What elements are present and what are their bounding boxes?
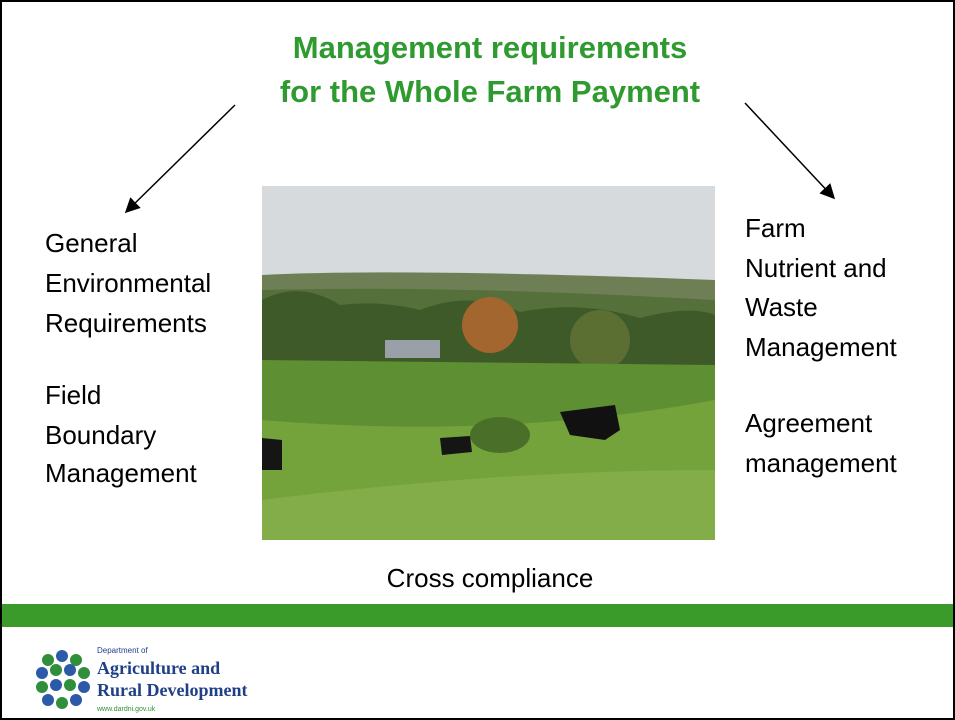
right-text: Nutrient and [745, 253, 887, 283]
logo-name: Rural Development [97, 680, 247, 700]
logo-url: www.dardni.gov.uk [96, 706, 156, 713]
caption: Cross compliance [387, 563, 594, 593]
left-text: Environmental [45, 268, 211, 298]
left-text: General [45, 228, 138, 258]
right-text: management [745, 448, 898, 478]
left-text: Field [45, 380, 101, 410]
left-text: Requirements [45, 308, 207, 338]
title-line: Management requirements [293, 30, 688, 65]
right-text: Farm [745, 213, 806, 243]
slide: Management requirements for the Whole Fa… [0, 0, 955, 720]
right-text: Management [745, 332, 898, 362]
right-text: Agreement [745, 408, 873, 438]
green-band [2, 604, 953, 627]
left-text: Management [45, 458, 198, 488]
title-line: for the Whole Farm Payment [280, 74, 700, 109]
logo-dept: Department of [97, 646, 148, 655]
photo [262, 186, 715, 540]
right-text: Waste [745, 292, 818, 322]
left-text: Boundary [45, 420, 156, 450]
logo-name: Agriculture and [97, 658, 220, 678]
